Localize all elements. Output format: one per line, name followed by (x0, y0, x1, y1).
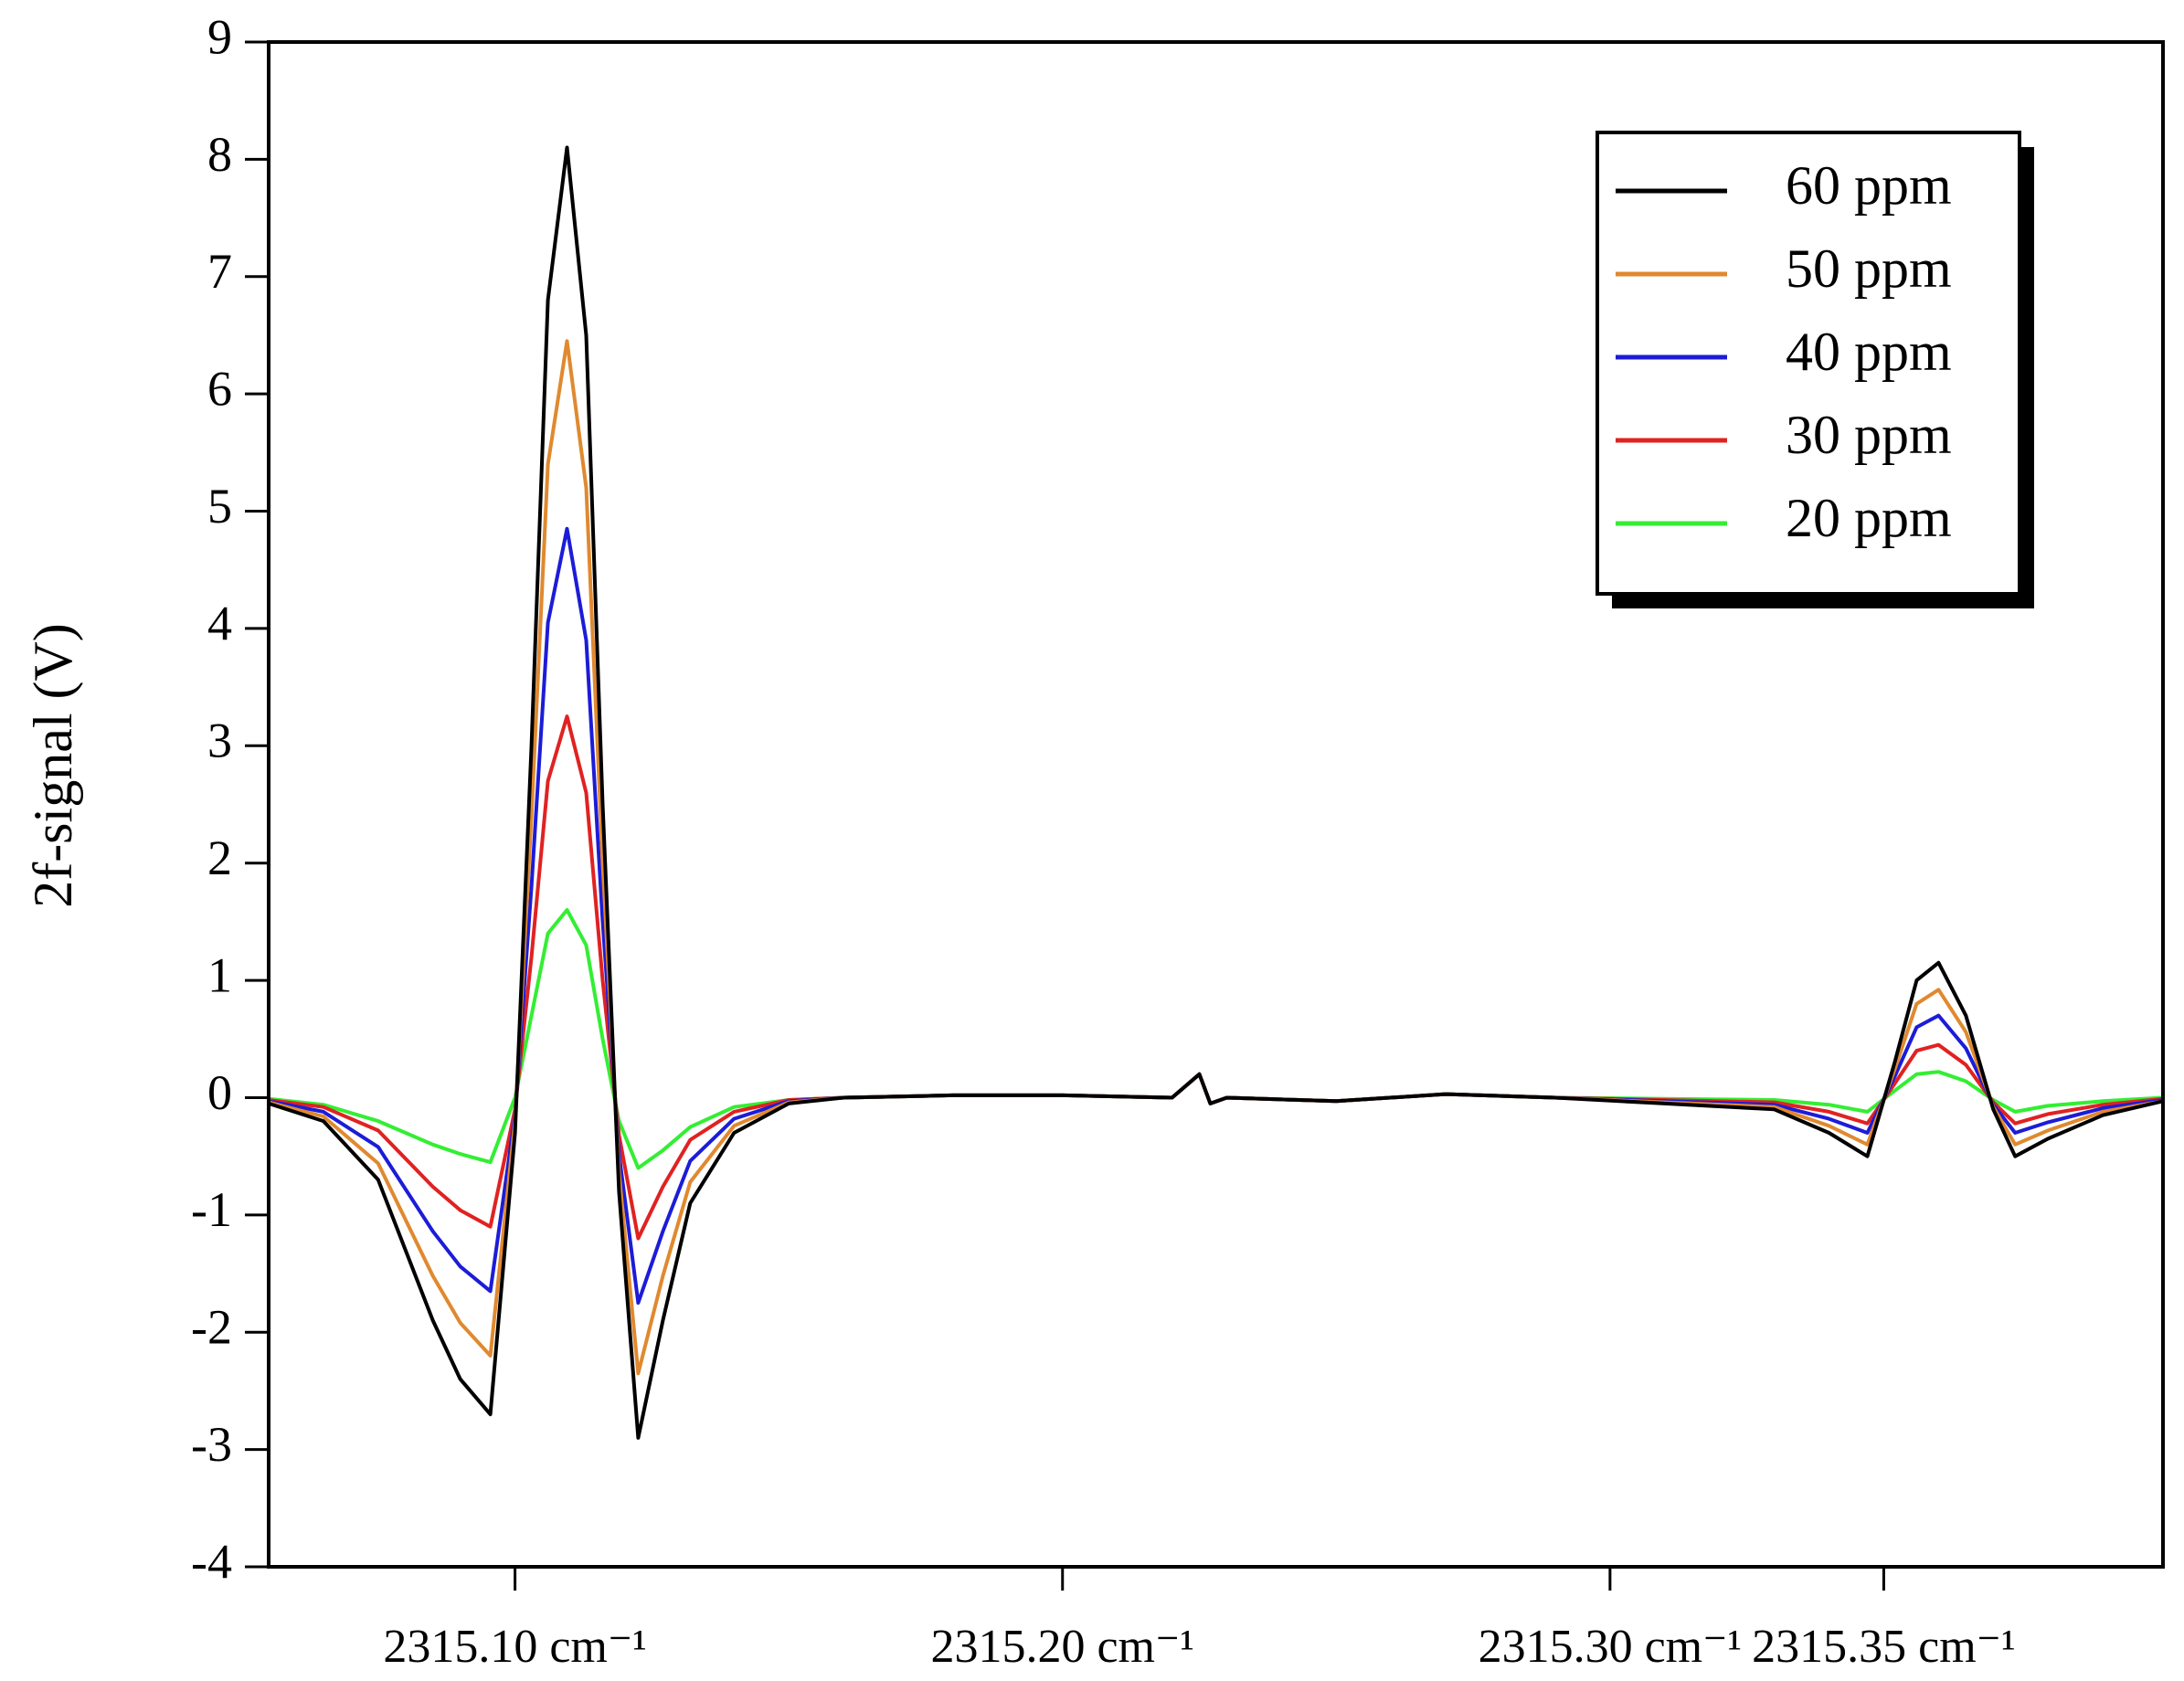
y-tick-label: 2 (207, 830, 232, 885)
y-tick-label: 6 (207, 362, 232, 417)
legend-box (1596, 131, 2021, 596)
legend-label: 20 ppm (1786, 488, 1952, 548)
y-tick-label: 4 (207, 596, 232, 650)
x-tick-label: 2315.30 cm⁻¹ (1479, 1621, 1743, 1673)
y-tick-label: 0 (207, 1065, 232, 1120)
x-tick-label: 2315.20 cm⁻¹ (930, 1621, 1194, 1673)
y-tick-label: 1 (207, 947, 232, 1002)
legend-label: 60 ppm (1786, 155, 1952, 216)
y-tick-label: 9 (207, 9, 232, 64)
x-tick-label: 2315.10 cm⁻¹ (383, 1621, 647, 1673)
plot-frame (267, 40, 2165, 1569)
y-tick-label: 7 (207, 244, 232, 299)
y-tick-label: 5 (207, 479, 232, 534)
y-tick-label: -4 (191, 1534, 232, 1589)
y-tick-label: -3 (191, 1417, 232, 1472)
y-tick-label: -2 (191, 1300, 232, 1355)
legend-label: 30 ppm (1786, 405, 1952, 465)
y-axis-title: 2f-signal (V) (23, 623, 83, 908)
legend-label: 50 ppm (1786, 238, 1952, 299)
y-tick-label: 3 (207, 714, 232, 768)
legend-label: 40 ppm (1786, 322, 1952, 382)
y-tick-label: -1 (191, 1182, 232, 1237)
x-tick-label: 2315.35 cm⁻¹ (1752, 1621, 2016, 1673)
series-line (268, 145, 2164, 1440)
y-tick-label: 8 (207, 127, 232, 182)
